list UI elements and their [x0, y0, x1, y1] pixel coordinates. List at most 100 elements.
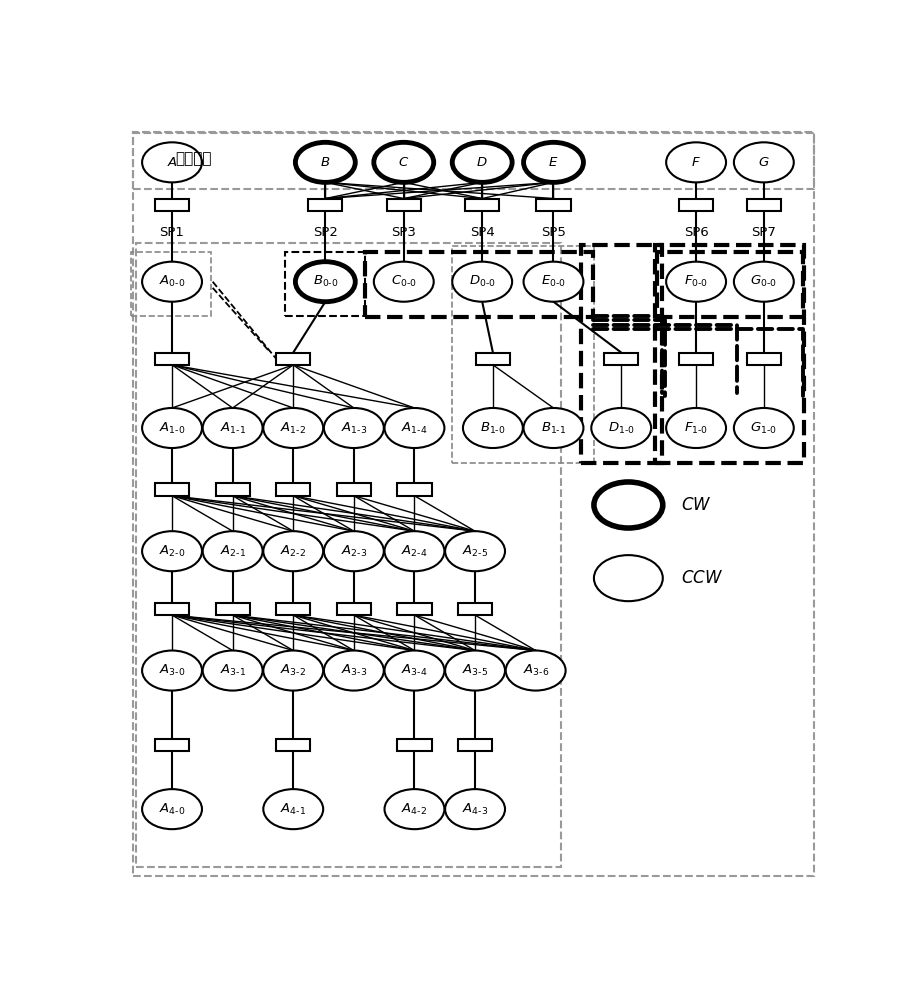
- Ellipse shape: [202, 408, 262, 448]
- Text: $C$: $C$: [398, 156, 409, 169]
- Ellipse shape: [452, 262, 512, 302]
- Text: 初始边界: 初始边界: [176, 151, 212, 166]
- Text: $B_{0\text{-}0}$: $B_{0\text{-}0}$: [312, 274, 338, 289]
- Bar: [452, 246, 594, 463]
- Ellipse shape: [142, 531, 202, 571]
- Text: $A_{4\text{-}1}$: $A_{4\text{-}1}$: [280, 802, 306, 817]
- Bar: [604, 353, 638, 365]
- Text: $G_{1\text{-}0}$: $G_{1\text{-}0}$: [750, 420, 777, 436]
- Text: SP5: SP5: [540, 226, 565, 239]
- Text: SP7: SP7: [751, 226, 776, 239]
- Bar: [397, 739, 431, 751]
- Text: SP6: SP6: [683, 226, 708, 239]
- Ellipse shape: [373, 142, 433, 182]
- Text: $D$: $D$: [476, 156, 487, 169]
- Bar: [475, 353, 509, 365]
- Text: $A_{4\text{-}3}$: $A_{4\text{-}3}$: [461, 802, 488, 817]
- Bar: [215, 603, 249, 615]
- Bar: [154, 603, 189, 615]
- Text: $G$: $G$: [757, 156, 769, 169]
- Ellipse shape: [462, 408, 522, 448]
- Ellipse shape: [142, 142, 202, 182]
- Text: SP2: SP2: [312, 226, 337, 239]
- Text: $F$: $F$: [690, 156, 700, 169]
- Ellipse shape: [384, 789, 444, 829]
- Text: $A_{3\text{-}3}$: $A_{3\text{-}3}$: [340, 663, 367, 678]
- Ellipse shape: [733, 262, 793, 302]
- Text: $A_{0\text{-}0}$: $A_{0\text{-}0}$: [159, 274, 185, 289]
- Text: $A_{3\text{-}1}$: $A_{3\text{-}1}$: [220, 663, 245, 678]
- Bar: [458, 739, 492, 751]
- Bar: [654, 245, 803, 463]
- Bar: [536, 199, 570, 211]
- Text: $A_{1\text{-}1}$: $A_{1\text{-}1}$: [220, 420, 245, 436]
- Bar: [336, 603, 370, 615]
- Text: $B_{1\text{-}0}$: $B_{1\text{-}0}$: [480, 420, 505, 436]
- Ellipse shape: [323, 408, 383, 448]
- Text: $A_{2\text{-}1}$: $A_{2\text{-}1}$: [220, 544, 245, 559]
- Bar: [154, 483, 189, 496]
- Ellipse shape: [323, 651, 383, 691]
- Ellipse shape: [384, 651, 444, 691]
- Bar: [132, 132, 812, 189]
- Bar: [154, 199, 189, 211]
- Bar: [678, 353, 712, 365]
- Bar: [276, 483, 310, 496]
- Bar: [465, 199, 499, 211]
- Text: $E$: $E$: [548, 156, 558, 169]
- Bar: [458, 603, 492, 615]
- Text: $A_{1\text{-}4}$: $A_{1\text{-}4}$: [401, 420, 427, 436]
- Text: $F_{0\text{-}0}$: $F_{0\text{-}0}$: [684, 274, 708, 289]
- Ellipse shape: [202, 651, 262, 691]
- Ellipse shape: [523, 142, 583, 182]
- Text: $A_{4\text{-}0}$: $A_{4\text{-}0}$: [159, 802, 185, 817]
- Ellipse shape: [373, 262, 433, 302]
- Text: SP4: SP4: [470, 226, 494, 239]
- Ellipse shape: [665, 142, 725, 182]
- Text: $E_{0\text{-}0}$: $E_{0\text{-}0}$: [540, 274, 565, 289]
- Text: $A_{2\text{-}5}$: $A_{2\text{-}5}$: [461, 544, 488, 559]
- Ellipse shape: [384, 531, 444, 571]
- Ellipse shape: [665, 262, 725, 302]
- Ellipse shape: [263, 531, 323, 571]
- Text: $A_{2\text{-}0}$: $A_{2\text{-}0}$: [159, 544, 185, 559]
- Bar: [276, 353, 310, 365]
- Text: $A_{4\text{-}2}$: $A_{4\text{-}2}$: [401, 802, 427, 817]
- Bar: [580, 245, 661, 463]
- Text: $A_{2\text{-}3}$: $A_{2\text{-}3}$: [340, 544, 367, 559]
- Bar: [746, 353, 780, 365]
- Ellipse shape: [142, 408, 202, 448]
- Ellipse shape: [505, 651, 565, 691]
- Bar: [656, 252, 802, 317]
- Ellipse shape: [263, 789, 323, 829]
- Ellipse shape: [594, 555, 662, 601]
- Text: $D_{1\text{-}0}$: $D_{1\text{-}0}$: [607, 420, 634, 436]
- Bar: [154, 353, 189, 365]
- Bar: [397, 603, 431, 615]
- Bar: [276, 739, 310, 751]
- Ellipse shape: [665, 408, 725, 448]
- Text: $A_{1\text{-}2}$: $A_{1\text{-}2}$: [280, 420, 306, 436]
- Ellipse shape: [445, 651, 505, 691]
- Bar: [131, 252, 211, 316]
- Text: $A_{2\text{-}2}$: $A_{2\text{-}2}$: [280, 544, 306, 559]
- Ellipse shape: [142, 789, 202, 829]
- Text: $A_{1\text{-}0}$: $A_{1\text{-}0}$: [159, 420, 185, 436]
- Text: $B$: $B$: [320, 156, 330, 169]
- Text: $A$: $A$: [166, 156, 177, 169]
- Text: $D_{0\text{-}0}$: $D_{0\text{-}0}$: [469, 274, 495, 289]
- Text: $A_{3\text{-}2}$: $A_{3\text{-}2}$: [280, 663, 306, 678]
- Text: $A_{3\text{-}0}$: $A_{3\text{-}0}$: [159, 663, 185, 678]
- Bar: [678, 199, 712, 211]
- Text: $F_{1\text{-}0}$: $F_{1\text{-}0}$: [684, 420, 708, 436]
- Text: $A_{1\text{-}3}$: $A_{1\text{-}3}$: [340, 420, 367, 436]
- Bar: [386, 199, 420, 211]
- Text: $A_{3\text{-}5}$: $A_{3\text{-}5}$: [461, 663, 488, 678]
- Bar: [215, 483, 249, 496]
- Bar: [336, 483, 370, 496]
- Bar: [136, 243, 560, 867]
- Bar: [364, 252, 592, 317]
- Bar: [746, 199, 780, 211]
- Text: $G_{0\text{-}0}$: $G_{0\text{-}0}$: [750, 274, 777, 289]
- Ellipse shape: [445, 531, 505, 571]
